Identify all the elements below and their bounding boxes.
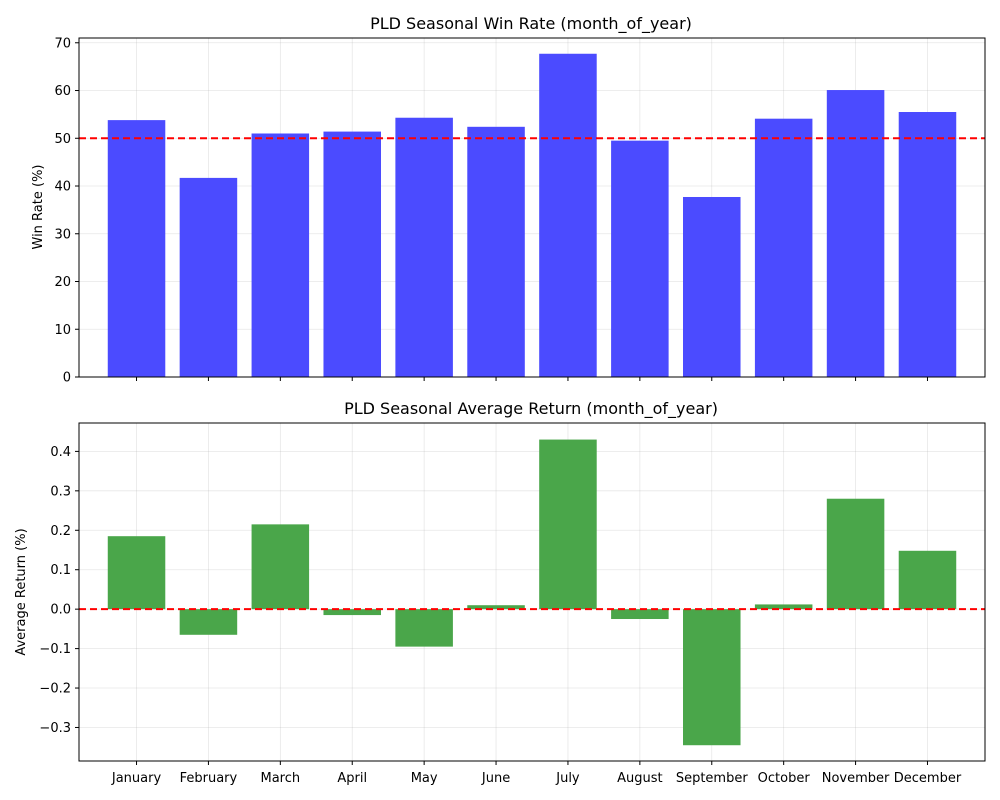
average-return-y-tick-label: 0.3 (50, 484, 71, 499)
average-return-y-tick-label: 0.2 (50, 524, 71, 539)
win-rate-bar-february (179, 177, 238, 377)
average-return-y-tick-label: 0.1 (50, 563, 71, 578)
average-return-bar-april (323, 609, 381, 616)
average-return-y-tick-label: −0.3 (39, 721, 71, 736)
win-rate-y-tick-label: 0 (63, 371, 71, 386)
average-return-y-tick-label: −0.2 (39, 682, 71, 697)
average-return-x-tick-label-october: October (758, 771, 811, 786)
win-rate-y-tick-label: 40 (54, 180, 71, 195)
average-return-bar-july (539, 439, 597, 610)
average-return-x-tick-label-september: September (676, 771, 749, 786)
win-rate-bar-july (539, 53, 597, 377)
win-rate-bar-april (323, 131, 381, 377)
win-rate-y-tick-label: 60 (54, 84, 71, 99)
average-return-y-tick-label: −0.1 (39, 642, 71, 657)
win-rate-bar-august (611, 140, 669, 377)
win-rate-plot-frame (78, 37, 986, 378)
win-rate-bar-september (683, 196, 741, 377)
average-return-bar-october (754, 604, 813, 610)
average-return-x-tick-label-february: February (180, 771, 238, 786)
average-return-bar-december (898, 550, 957, 610)
win-rate-chart: PLD Seasonal Win Rate (month_of_year) Wi… (31, 14, 986, 386)
win-rate-bar-march (251, 133, 310, 377)
average-return-bar-february (179, 609, 238, 635)
win-rate-y-tick-label: 20 (54, 275, 71, 290)
average-return-bar-august (611, 609, 669, 620)
average-return-y-axis-label: Average Return (%) (14, 528, 29, 655)
average-return-chart: PLD Seasonal Average Return (month_of_ye… (14, 399, 986, 786)
average-return-x-tick-label-may: May (411, 771, 438, 786)
win-rate-y-tick-label: 70 (54, 36, 71, 51)
win-rate-y-tick-label: 50 (54, 132, 71, 147)
average-return-bar-september (683, 609, 741, 746)
average-return-x-tick-label-april: April (337, 771, 367, 786)
average-return-x-tick-label-july: July (555, 771, 580, 786)
average-return-bar-january (107, 536, 166, 610)
win-rate-y-tick-label: 30 (54, 227, 71, 242)
win-rate-bar-january (107, 120, 166, 377)
win-rate-bar-october (754, 118, 813, 377)
average-return-x-tick-label-november: November (822, 771, 890, 786)
average-return-bar-march (251, 524, 310, 610)
average-return-x-tick-label-august: August (617, 771, 663, 786)
win-rate-bar-june (467, 126, 525, 378)
average-return-x-tick-label-march: March (261, 771, 301, 786)
win-rate-y-tick-label: 10 (54, 323, 71, 338)
average-return-bar-june (467, 605, 525, 610)
win-rate-y-axis-label: Win Rate (%) (31, 165, 46, 250)
average-return-plot-frame (78, 422, 986, 762)
win-rate-bar-may (395, 117, 453, 377)
win-rate-bar-december (898, 112, 957, 377)
average-return-title: PLD Seasonal Average Return (month_of_ye… (344, 399, 718, 419)
average-return-x-tick-label-december: December (894, 771, 962, 786)
win-rate-title: PLD Seasonal Win Rate (month_of_year) (370, 14, 692, 34)
average-return-bar-november (826, 498, 885, 610)
average-return-x-tick-label-june: June (481, 771, 510, 786)
average-return-bar-may (395, 609, 453, 647)
average-return-y-tick-label: 0.0 (50, 603, 71, 618)
average-return-y-tick-label: 0.4 (50, 445, 71, 460)
win-rate-bar-november (826, 90, 885, 377)
average-return-x-tick-label-january: January (111, 771, 162, 786)
